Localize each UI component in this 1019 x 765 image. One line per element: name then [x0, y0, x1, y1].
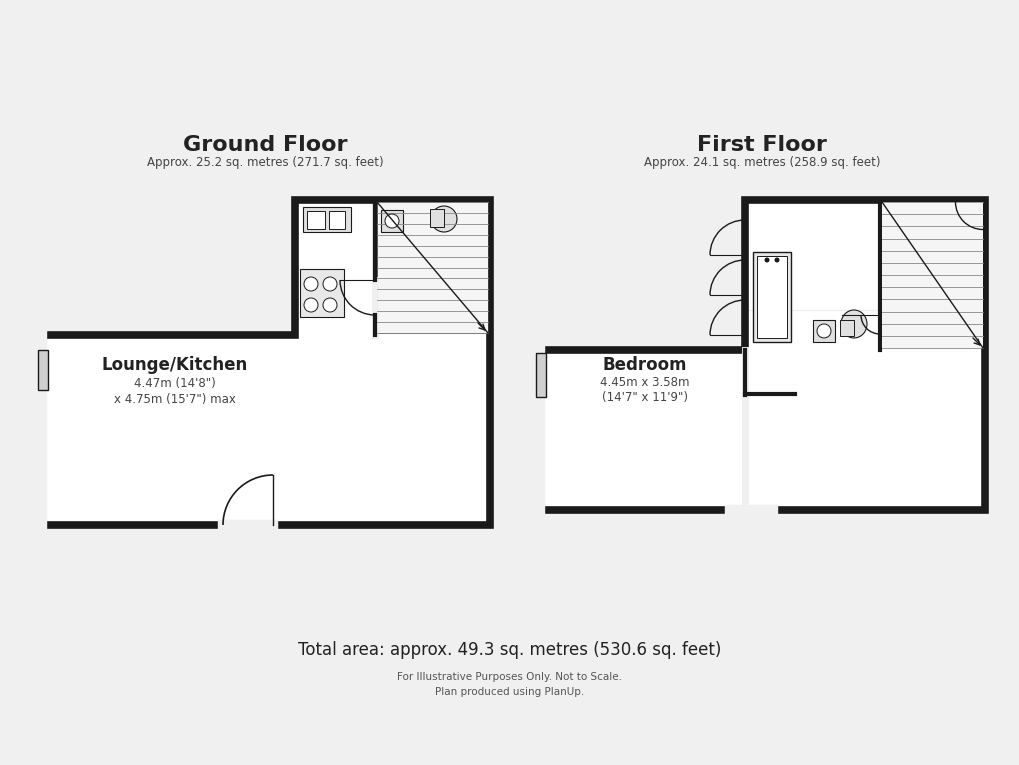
Text: (14'7" x 11'9"): (14'7" x 11'9")	[601, 392, 688, 405]
Bar	[756, 256, 787, 338]
Text: x 4.75m (15'7") max: x 4.75m (15'7") max	[114, 392, 235, 405]
Text: Total area: approx. 49.3 sq. metres (530.6 sq. feet): Total area: approx. 49.3 sq. metres (530…	[298, 641, 721, 659]
Text: Lounge/Kitchen: Lounge/Kitchen	[102, 356, 248, 374]
Text: 4.47m (14'8"): 4.47m (14'8")	[133, 376, 216, 389]
Bar	[381, 210, 403, 232]
Bar	[303, 207, 351, 232]
Bar	[377, 202, 487, 333]
Polygon shape	[539, 200, 984, 510]
Bar	[430, 209, 443, 227]
Text: Approx. 24.1 sq. metres (258.9 sq. feet): Approx. 24.1 sq. metres (258.9 sq. feet)	[643, 155, 879, 168]
Text: Ground Floor: Ground Floor	[182, 135, 346, 155]
Text: For Illustrative Purposes Only. Not to Scale.: For Illustrative Purposes Only. Not to S…	[397, 672, 622, 682]
Ellipse shape	[431, 206, 457, 232]
Circle shape	[764, 258, 768, 262]
Bar	[300, 269, 343, 317]
Bar	[840, 320, 853, 336]
Bar	[535, 353, 545, 397]
Bar	[329, 211, 344, 229]
Circle shape	[323, 298, 336, 312]
Ellipse shape	[841, 310, 866, 338]
Text: First Floor: First Floor	[696, 135, 826, 155]
Circle shape	[773, 258, 779, 262]
Circle shape	[304, 298, 318, 312]
Text: Approx. 25.2 sq. metres (271.7 sq. feet): Approx. 25.2 sq. metres (271.7 sq. feet)	[147, 155, 383, 168]
Text: 4.45m x 3.58m: 4.45m x 3.58m	[599, 376, 689, 389]
Bar	[881, 202, 982, 348]
Text: Bedroom: Bedroom	[602, 356, 687, 374]
Bar	[752, 252, 790, 342]
Bar	[307, 211, 325, 229]
Ellipse shape	[816, 324, 830, 338]
Text: Plan produced using PlanUp.: Plan produced using PlanUp.	[435, 687, 584, 697]
Polygon shape	[42, 200, 489, 525]
Circle shape	[304, 277, 318, 291]
Bar	[812, 320, 835, 342]
Bar	[38, 350, 48, 390]
Ellipse shape	[384, 214, 398, 228]
Circle shape	[323, 277, 336, 291]
